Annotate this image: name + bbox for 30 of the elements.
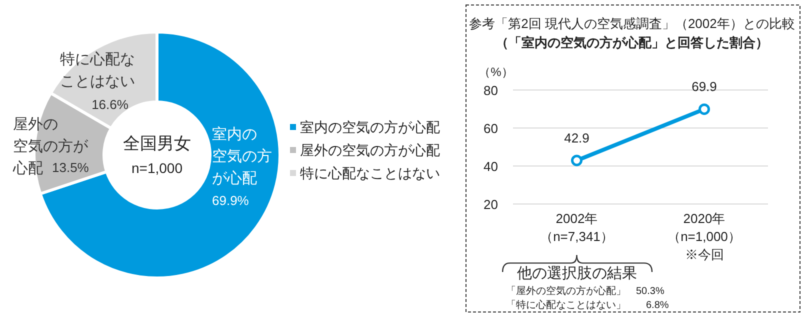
y-axis-title: （%）: [478, 65, 514, 79]
text: 「屋外の空気の方が心配」 50.3%: [506, 285, 664, 297]
legend-label: 特に心配なことはない: [300, 165, 440, 181]
text: 「特に心配なことはない」 6.8%: [506, 299, 669, 311]
x-tick-label: 2002年（n=7,341）: [540, 211, 614, 244]
data-label: 16.6%: [92, 97, 129, 112]
y-tick-label: 20: [484, 197, 498, 212]
text: 心配: [12, 160, 43, 177]
x-tick-label: 2020年（n=1,000）※今回: [668, 211, 741, 262]
chart-subtitle: （「室内の空気の方が心配」と回答した割合）: [496, 35, 768, 50]
data-label: 69.9: [692, 79, 717, 94]
text: 特に心配な: [60, 51, 135, 68]
text: n=1,000: [132, 160, 183, 176]
text: 空気の方が: [13, 138, 89, 155]
y-tick-label: 40: [484, 159, 498, 174]
text: 屋外の: [13, 116, 58, 133]
legend-label: 屋外の空気の方が心配: [300, 142, 440, 158]
chart-title: 参考「第2回 現代人の空気感調査」（2002年）との比較: [469, 16, 795, 31]
y-tick-label: 60: [484, 121, 498, 136]
text: 全国男女: [123, 134, 191, 153]
text: ことはない: [60, 73, 135, 90]
data-label: 42.9: [564, 130, 590, 146]
data-label: 13.5%: [52, 160, 90, 175]
text: が心配: [212, 170, 257, 187]
text: 他の選択肢の結果: [516, 265, 637, 282]
legend-label: 室内の空気の方が心配: [300, 119, 440, 135]
y-tick-label: 80: [484, 83, 498, 98]
text: 室内の: [212, 126, 257, 143]
text: 空気の方: [212, 148, 272, 165]
data-label: 69.9%: [212, 193, 250, 208]
